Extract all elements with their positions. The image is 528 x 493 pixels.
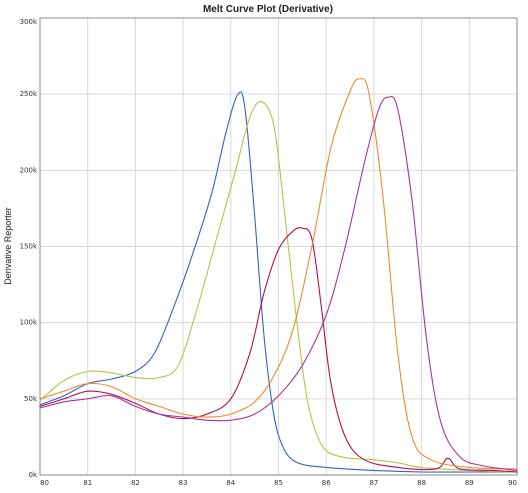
plot-area-border (39, 17, 518, 476)
x-tick-label: 89 (465, 479, 474, 487)
x-tick-label: 87 (369, 479, 378, 487)
x-tick-label: 83 (179, 479, 188, 487)
y-tick-label: 250k (20, 90, 38, 98)
y-tick-label: 150k (20, 243, 38, 251)
series-line-3 (39, 227, 518, 473)
x-tick-label: 88 (417, 479, 426, 487)
y-axis-ticks: 0k 50k 100k 150k 200k 250k 300k (20, 18, 38, 479)
y-tick-label: 100k (20, 319, 38, 327)
chart-title: Melt Curve Plot (Derivative) (203, 4, 333, 15)
series-line-1 (39, 91, 518, 473)
x-tick-label: 86 (322, 479, 331, 487)
x-tick-label: 90 (508, 479, 517, 487)
series-line-2 (39, 101, 518, 473)
series-line-5 (39, 95, 518, 471)
y-tick-label: 0k (28, 471, 37, 479)
x-tick-label: 82 (131, 479, 140, 487)
y-tick-label: 50k (24, 395, 38, 403)
series-lines (39, 78, 518, 473)
x-tick-label: 81 (83, 479, 92, 487)
x-tick-label: 80 (40, 479, 49, 487)
x-tick-label: 85 (274, 479, 283, 487)
x-tick-label: 84 (226, 479, 235, 487)
y-axis-label: Derivative Reporter (3, 207, 13, 285)
series-line-4 (39, 78, 518, 470)
x-axis-ticks: 80 81 82 83 84 85 86 87 88 89 90 (40, 479, 517, 487)
grid-lines (40, 18, 517, 475)
y-tick-label: 300k (20, 18, 38, 26)
y-tick-label: 200k (20, 166, 38, 174)
